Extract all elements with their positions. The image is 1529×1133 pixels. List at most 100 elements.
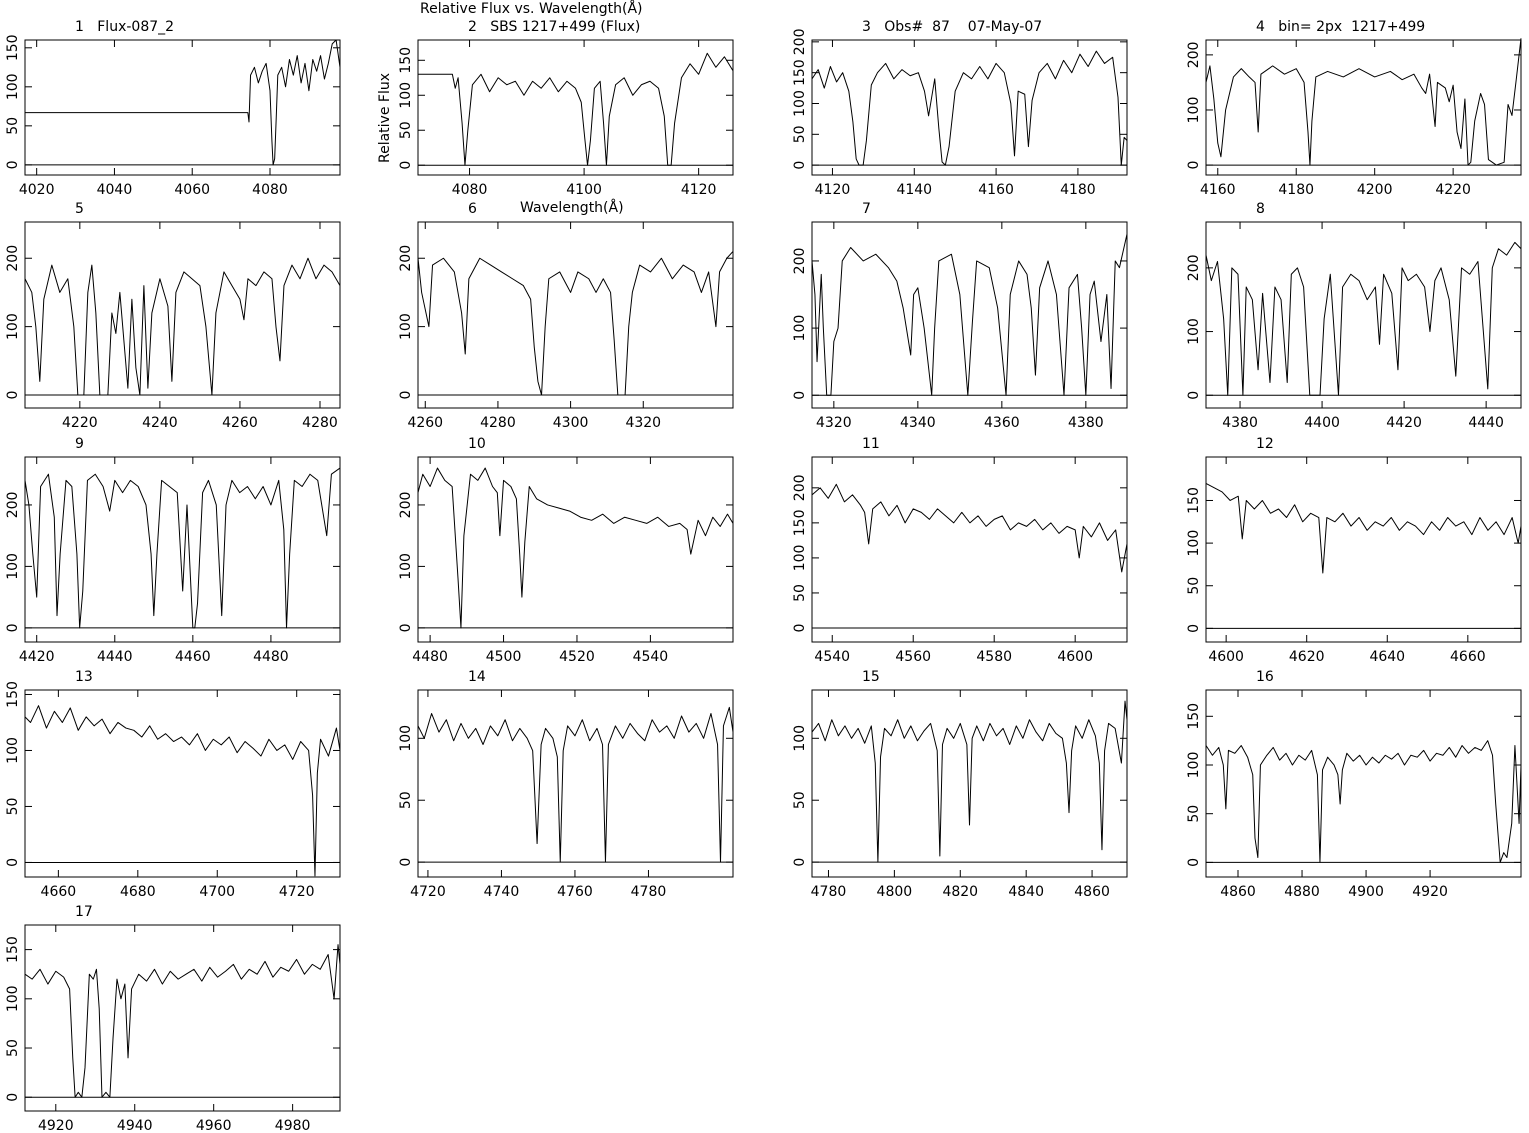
plot-frame xyxy=(24,221,341,409)
x-tick-label: 4380 xyxy=(1068,415,1104,431)
y-axis-label: Relative Flux xyxy=(377,73,393,163)
spectrum-line xyxy=(1205,482,1522,574)
x-tick-label: 4260 xyxy=(407,415,443,431)
plot-frame xyxy=(1205,39,1522,176)
x-tick-label: 4280 xyxy=(480,415,516,431)
x-tick-label: 4600 xyxy=(1057,649,1093,665)
x-tick-label: 4960 xyxy=(196,1118,232,1133)
y-tick-label: 100 xyxy=(1186,318,1202,345)
x-tick-label: 4740 xyxy=(484,884,520,900)
y-tick-label: 150 xyxy=(792,59,808,86)
y-tick-label: 0 xyxy=(5,160,21,169)
y-tick-label: 50 xyxy=(792,791,808,809)
plot-frame xyxy=(1205,689,1522,878)
y-tick-label: 200 xyxy=(792,248,808,275)
y-tick-label: 0 xyxy=(398,858,414,867)
x-axis-label: Wavelength(Å) xyxy=(520,199,624,216)
x-tick-label: 4980 xyxy=(275,1118,311,1133)
x-tick-label: 4140 xyxy=(896,182,932,198)
x-tick-label: 4880 xyxy=(1284,884,1320,900)
y-tick-label: 100 xyxy=(1186,530,1202,557)
panel-title: 15 xyxy=(862,669,880,685)
x-tick-label: 4120 xyxy=(681,182,717,198)
spectrum-line xyxy=(25,39,341,166)
x-tick-label: 4540 xyxy=(633,649,669,665)
y-tick-label: 0 xyxy=(5,1093,21,1102)
spectrum-line xyxy=(24,705,341,877)
spectrum-line xyxy=(811,483,1128,573)
y-tick-label: 100 xyxy=(5,553,21,580)
x-tick-label: 4320 xyxy=(816,415,852,431)
plot-frame xyxy=(811,39,1128,176)
spectrum-line xyxy=(418,52,734,166)
y-tick-label: 100 xyxy=(1186,97,1202,124)
y-tick-label: 50 xyxy=(1186,805,1202,823)
x-tick-label: 4240 xyxy=(142,415,178,431)
plot-frame xyxy=(811,221,1128,409)
y-tick-label: 0 xyxy=(5,391,21,400)
y-tick-label: 100 xyxy=(398,82,414,109)
y-tick-label: 100 xyxy=(5,737,21,764)
y-tick-label: 100 xyxy=(398,725,414,752)
y-tick-label: 0 xyxy=(792,624,808,633)
y-tick-label: 200 xyxy=(792,474,808,501)
panel-title: 7 xyxy=(862,201,871,217)
panel-title: 1 Flux-087_2 xyxy=(75,19,174,35)
x-tick-label: 4780 xyxy=(811,884,847,900)
x-tick-label: 4300 xyxy=(553,415,589,431)
x-tick-label: 4860 xyxy=(1074,884,1110,900)
x-tick-label: 4520 xyxy=(559,649,595,665)
x-tick-label: 4840 xyxy=(1008,884,1044,900)
spectrum-line xyxy=(417,251,734,396)
y-tick-label: 100 xyxy=(792,545,808,572)
x-tick-label: 4080 xyxy=(452,182,488,198)
panel-title: 12 xyxy=(1256,436,1274,452)
x-tick-label: 4180 xyxy=(1278,182,1314,198)
y-tick-label: 100 xyxy=(398,313,414,340)
x-tick-label: 4400 xyxy=(1304,415,1340,431)
y-tick-label: 100 xyxy=(792,90,808,117)
x-tick-label: 4560 xyxy=(895,649,931,665)
y-tick-label: 100 xyxy=(5,985,21,1012)
x-tick-label: 4620 xyxy=(1289,649,1325,665)
y-tick-label: 100 xyxy=(792,725,808,752)
y-tick-label: 50 xyxy=(5,1039,21,1057)
spectrum-line xyxy=(811,233,1128,396)
plot-frame xyxy=(24,924,341,1112)
x-tick-label: 4680 xyxy=(120,884,156,900)
y-tick-label: 50 xyxy=(398,121,414,139)
x-tick-label: 4940 xyxy=(117,1118,153,1133)
plot-frame xyxy=(417,456,734,643)
spectrum-line xyxy=(24,257,341,396)
y-tick-label: 200 xyxy=(1186,42,1202,69)
y-tick-label: 150 xyxy=(5,936,21,963)
x-tick-label: 4600 xyxy=(1208,649,1244,665)
x-tick-label: 4080 xyxy=(252,182,288,198)
figure-title: Relative Flux vs. Wavelength(Å) xyxy=(420,0,643,17)
x-tick-label: 4720 xyxy=(279,884,315,900)
x-tick-label: 4460 xyxy=(175,649,211,665)
x-tick-label: 4780 xyxy=(631,884,667,900)
panel-title: 8 xyxy=(1256,201,1265,217)
spectrum-line xyxy=(417,467,734,629)
y-tick-label: 100 xyxy=(1186,752,1202,779)
spectrum-line xyxy=(811,700,1128,863)
y-tick-label: 0 xyxy=(1186,161,1202,170)
plot-frame xyxy=(417,39,734,176)
x-tick-label: 4540 xyxy=(814,649,850,665)
x-tick-label: 4220 xyxy=(62,415,98,431)
y-tick-label: 200 xyxy=(5,245,21,272)
panel-title: 4 bin= 2px 1217+499 xyxy=(1256,19,1425,35)
plot-frame xyxy=(811,689,1128,878)
x-tick-label: 4720 xyxy=(410,884,446,900)
x-tick-label: 4860 xyxy=(1220,884,1256,900)
y-tick-label: 0 xyxy=(398,161,414,170)
x-tick-label: 4480 xyxy=(253,649,289,665)
spectrum-line xyxy=(811,50,1128,166)
y-tick-label: 50 xyxy=(5,117,21,135)
x-tick-label: 4920 xyxy=(38,1118,74,1133)
panel-title: 17 xyxy=(75,904,93,920)
x-tick-label: 4320 xyxy=(625,415,661,431)
plot-frame xyxy=(24,39,341,176)
y-tick-label: 0 xyxy=(398,391,414,400)
